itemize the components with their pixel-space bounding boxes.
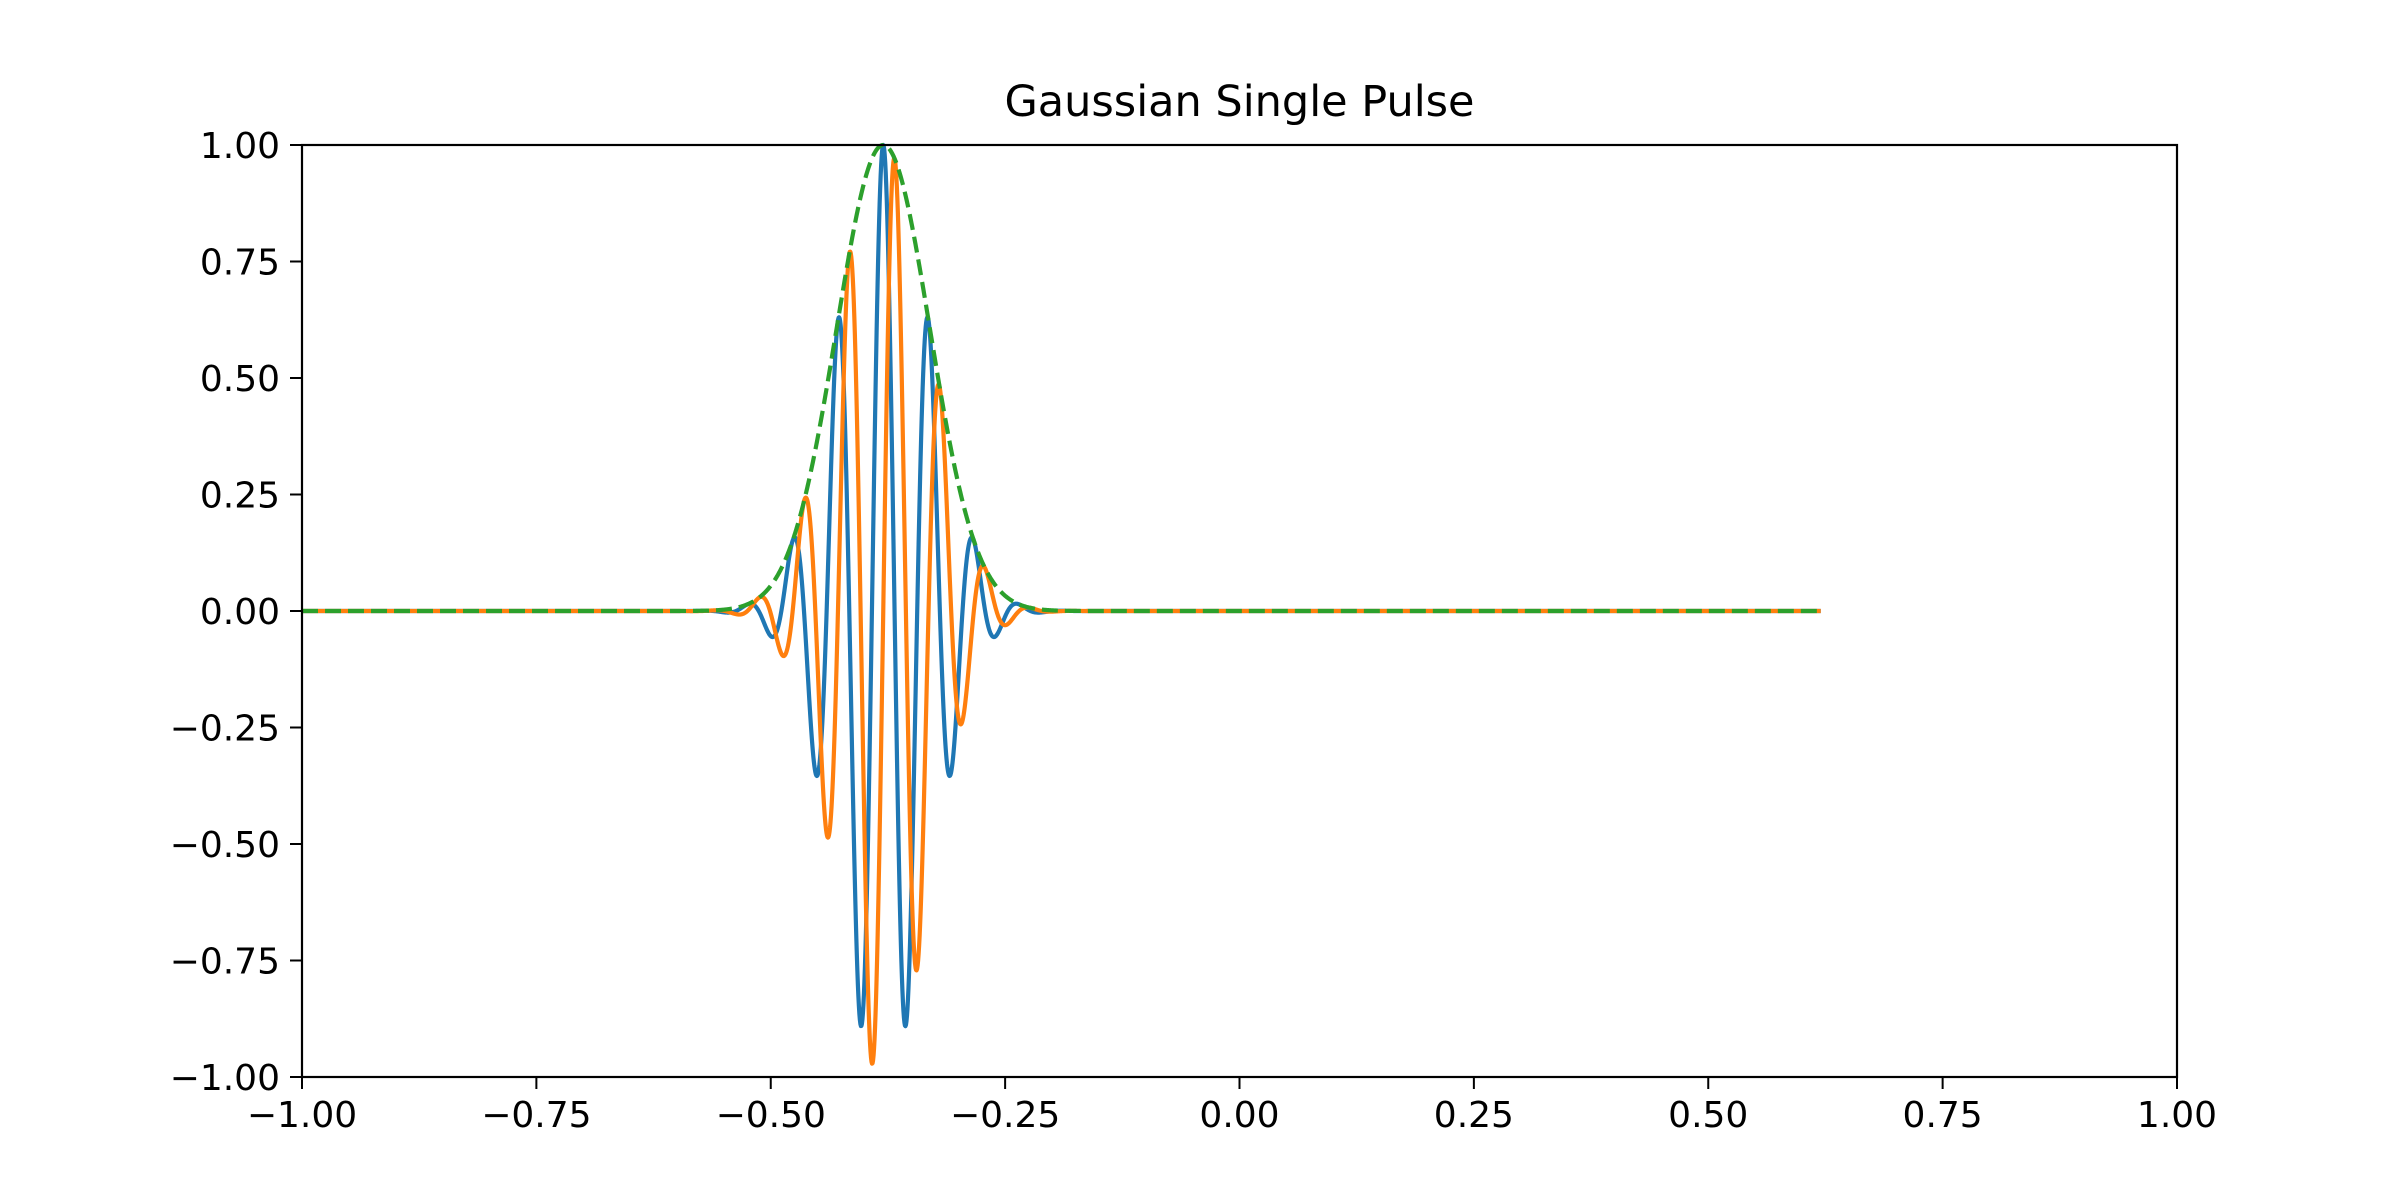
x-tick-label: 0.50 <box>1668 1095 1748 1136</box>
plot-area <box>300 142 2179 1079</box>
y-tick-label: −0.50 <box>170 825 280 866</box>
y-tick-label: 1.00 <box>200 126 280 167</box>
x-tick-label: 0.00 <box>1199 1095 1279 1136</box>
y-tick-label: 0.00 <box>200 592 280 633</box>
y-tick-label: 0.50 <box>200 359 280 400</box>
x-tick-label: −0.50 <box>716 1095 826 1136</box>
x-tick-label: −1.00 <box>247 1095 357 1136</box>
y-tick-label: 0.75 <box>200 243 280 284</box>
chart-title: Gaussian Single Pulse <box>1004 77 1474 127</box>
x-axis: −1.00 −0.75 −0.50 −0.25 0.00 0.25 0.50 0.75 1.00 <box>247 1077 2217 1136</box>
y-tick-label: −0.75 <box>170 942 280 983</box>
x-tick-label: 1.00 <box>2137 1095 2217 1136</box>
y-tick-label: −0.25 <box>170 709 280 750</box>
x-tick-label: 0.75 <box>1903 1095 1983 1136</box>
y-tick-label: 0.25 <box>200 476 280 517</box>
x-tick-label: −0.75 <box>481 1095 591 1136</box>
series-layer <box>300 142 1823 1066</box>
x-tick-label: 0.25 <box>1434 1095 1514 1136</box>
series-line-envelope <box>300 142 1823 614</box>
y-axis: 1.00 0.75 0.50 0.25 0.00 −0.25 −0.50 −0.75 −1.00 <box>170 126 302 1099</box>
x-tick-label: −0.25 <box>950 1095 1060 1136</box>
y-tick-label: −1.00 <box>170 1058 280 1099</box>
